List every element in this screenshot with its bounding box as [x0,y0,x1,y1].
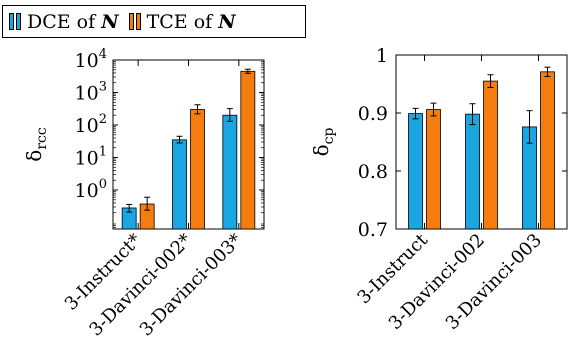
legend-label-tce: TCE of N [146,10,236,33]
y-tick-label: 1 [376,45,388,67]
y-tick-label: 101 [75,145,107,170]
y-tick-label: 102 [75,112,107,137]
y-tick-label: 104 [75,47,107,72]
bar-dce-2 [172,139,187,230]
legend-entry-tce: TCE of N [128,10,236,33]
legend-entry-dce: DCE of N [9,11,119,33]
y-tick-label: 100 [75,177,107,202]
bar-dce-1 [408,113,423,230]
legend: DCE of N TCE of N [2,5,306,38]
bar-tce-1 [426,109,441,230]
bar-dce-3 [222,114,238,230]
bar-tce-3 [240,70,256,230]
bar-tce-2 [483,80,498,230]
legend-swatch-dce-2 [16,13,21,30]
bar-tce-3 [540,71,555,230]
legend-swatch-dce [9,13,14,30]
bar-tce-2 [190,109,205,230]
y-tick-label: 0.8 [358,161,388,183]
y-tick-label: 0.7 [358,219,388,241]
legend-swatch-tce [128,13,134,30]
y-axis-label: δcp [309,128,337,157]
chart-2: 0.70.80.91δcp3-Instruct3-Davinci-0023-Da… [309,45,568,334]
chart-1: 100101102103104δrcc3-Instruct*3-Davinci-… [22,47,265,340]
legend-swatch-tce-2 [135,13,141,30]
y-tick-label: 0.9 [358,103,388,125]
bar-dce-2 [465,113,480,230]
y-tick-label: 103 [75,80,107,105]
legend-label-dce: DCE of N [27,10,119,33]
y-axis-label: δrcc [22,127,50,162]
